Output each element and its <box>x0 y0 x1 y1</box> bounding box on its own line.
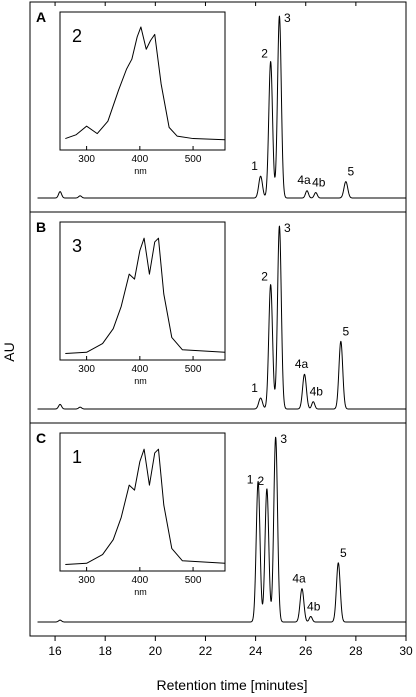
panel-c-trace <box>37 436 407 623</box>
panel-a-inset-tick-label: 400 <box>131 154 148 165</box>
panel-c-inset-frame <box>59 432 226 572</box>
peak-label-4b: 4b <box>307 600 321 614</box>
panel-a-frame <box>29 1 407 213</box>
peak-label-5: 5 <box>342 324 349 338</box>
panel-b-inset-xlabel: nm <box>134 376 147 386</box>
peak-label-5: 5 <box>347 165 354 179</box>
panel-c-inset-tick-label: 400 <box>131 575 148 586</box>
panel-a-trace <box>37 15 407 199</box>
panel-c-inset-label: 1 <box>72 447 82 467</box>
panel-a-inset-frame <box>59 11 226 151</box>
peak-label-3: 3 <box>284 221 291 235</box>
panel-b-frame <box>29 211 407 424</box>
peak-label-4b: 4b <box>310 385 324 399</box>
peak-label-1: 1 <box>251 159 258 173</box>
panel-a-letter: A <box>36 9 46 25</box>
panel-c-inset-xlabel: nm <box>134 587 147 597</box>
panel-c-letter: C <box>36 430 46 446</box>
panel-b-inset-frame <box>59 221 226 361</box>
panel-b-inset-tick-label: 300 <box>78 364 95 375</box>
panel-a-inset-tick-label: 300 <box>78 154 95 165</box>
peak-label-5: 5 <box>340 546 347 560</box>
x-tick-label: 20 <box>149 644 163 658</box>
peak-label-4a: 4a <box>297 173 311 187</box>
x-tick-label: 30 <box>399 644 413 658</box>
peak-label-2: 2 <box>261 47 268 61</box>
peak-label-3: 3 <box>284 11 291 25</box>
peak-label-1: 1 <box>251 381 258 395</box>
x-tick-label: 24 <box>249 644 263 658</box>
panel-b-inset-tick-label: 400 <box>131 364 148 375</box>
x-tick-label: 22 <box>199 644 213 658</box>
y-axis-label: AU <box>1 342 17 361</box>
peak-label-3: 3 <box>280 432 287 446</box>
peak-label-1: 1 <box>247 472 254 486</box>
panel-a-inset-label: 2 <box>72 26 82 46</box>
x-tick-label: 18 <box>99 644 113 658</box>
panel-b-trace <box>37 225 407 410</box>
x-tick-label: 16 <box>48 644 62 658</box>
panel-b-inset-label: 3 <box>72 236 82 256</box>
panel-c-inset-spectrum <box>65 448 226 566</box>
x-axis-label: Retention time [minutes] <box>157 677 308 693</box>
peak-label-2: 2 <box>258 474 265 488</box>
x-tick-label: 28 <box>349 644 363 658</box>
panel-b-letter: B <box>36 219 46 235</box>
x-tick-label: 26 <box>299 644 313 658</box>
panel-a-inset-tick-label: 500 <box>185 154 202 165</box>
panel-c-frame <box>29 422 407 637</box>
panel-a-inset-spectrum <box>65 26 226 141</box>
panel-b-inset-tick-label: 500 <box>185 364 202 375</box>
peak-label-4a: 4a <box>292 572 306 586</box>
peak-label-2: 2 <box>261 270 268 284</box>
panel-a-inset-xlabel: nm <box>134 166 147 176</box>
panel-b-inset-spectrum <box>65 237 226 355</box>
panel-c-inset-tick-label: 500 <box>185 575 202 586</box>
peak-label-4a: 4a <box>295 357 309 371</box>
panel-c-inset-tick-label: 300 <box>78 575 95 586</box>
peak-label-4b: 4b <box>312 176 326 190</box>
